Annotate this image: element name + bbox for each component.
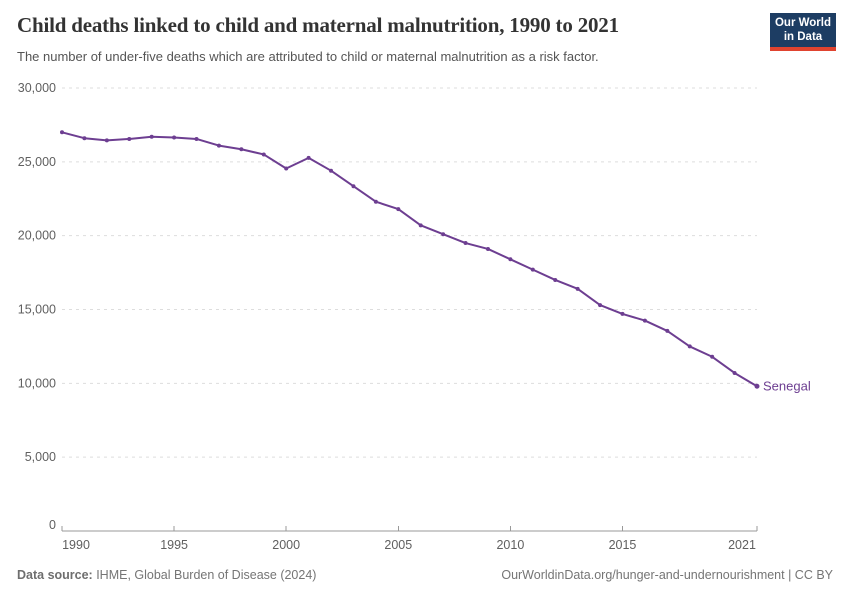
data-point[interactable] [329,168,334,173]
owid-url-license[interactable]: OurWorldinData.org/hunger-and-undernouri… [501,568,833,582]
data-point[interactable] [82,136,87,141]
chart-subtitle: The number of under-five deaths which ar… [17,49,599,64]
owid-logo-line1: Our World [774,16,831,29]
y-axis-tick-label: 5,000 [25,450,56,464]
x-axis-tick-label: 2021 [728,538,756,552]
data-point[interactable] [60,130,64,135]
data-point[interactable] [620,311,625,316]
data-point[interactable] [284,166,289,171]
series-end-label[interactable]: Senegal [763,378,811,393]
data-point[interactable] [351,184,356,189]
data-point[interactable] [463,241,468,246]
owid-logo[interactable]: Our World in Data [770,13,836,51]
y-axis-tick-label: 30,000 [18,81,56,95]
data-point[interactable] [508,257,513,262]
data-point[interactable] [216,143,221,148]
y-axis-tick-label: 25,000 [18,155,56,169]
data-point[interactable] [687,344,692,349]
data-point[interactable] [418,223,423,228]
data-point[interactable] [306,155,311,160]
x-axis-tick-label: 2010 [496,538,524,552]
data-point[interactable] [239,147,244,152]
data-source-value: IHME, Global Burden of Disease (2024) [92,568,317,582]
data-line[interactable] [61,131,758,388]
data-point[interactable] [127,136,132,141]
x-axis-tick-label: 2000 [272,538,300,552]
x-axis-tick-label: 1990 [62,538,90,552]
y-axis-tick-label: 15,000 [18,303,56,317]
data-point[interactable] [261,152,266,157]
x-axis-tick-label: 2005 [384,538,412,552]
y-axis-tick-label: 0 [49,518,56,532]
data-point[interactable] [194,136,199,141]
data-point[interactable] [396,207,401,212]
data-source-note: Data source: IHME, Global Burden of Dise… [17,568,316,582]
data-point[interactable] [710,354,715,359]
data-point[interactable] [754,383,760,389]
data-point[interactable] [373,199,378,204]
data-point[interactable] [665,328,670,333]
data-point[interactable] [104,138,109,143]
x-axis-tick-label: 1995 [160,538,188,552]
data-point[interactable] [172,135,177,140]
data-point[interactable] [732,370,737,375]
owid-logo-line2: in Data [783,31,823,43]
data-point[interactable] [598,303,603,308]
chart-title: Child deaths linked to child and materna… [17,13,619,37]
data-point[interactable] [575,286,580,291]
data-point[interactable] [149,134,154,139]
data-point[interactable] [642,318,647,323]
data-point[interactable] [553,277,558,282]
chart-footer: Data source: IHME, Global Burden of Dise… [17,568,833,582]
data-point[interactable] [485,246,490,251]
data-source-label: Data source: [17,568,93,582]
data-point[interactable] [530,267,535,272]
y-axis-tick-label: 20,000 [18,229,56,243]
y-axis-tick-label: 10,000 [18,376,56,390]
x-axis-tick-label: 2015 [609,538,637,552]
data-point[interactable] [441,232,446,237]
